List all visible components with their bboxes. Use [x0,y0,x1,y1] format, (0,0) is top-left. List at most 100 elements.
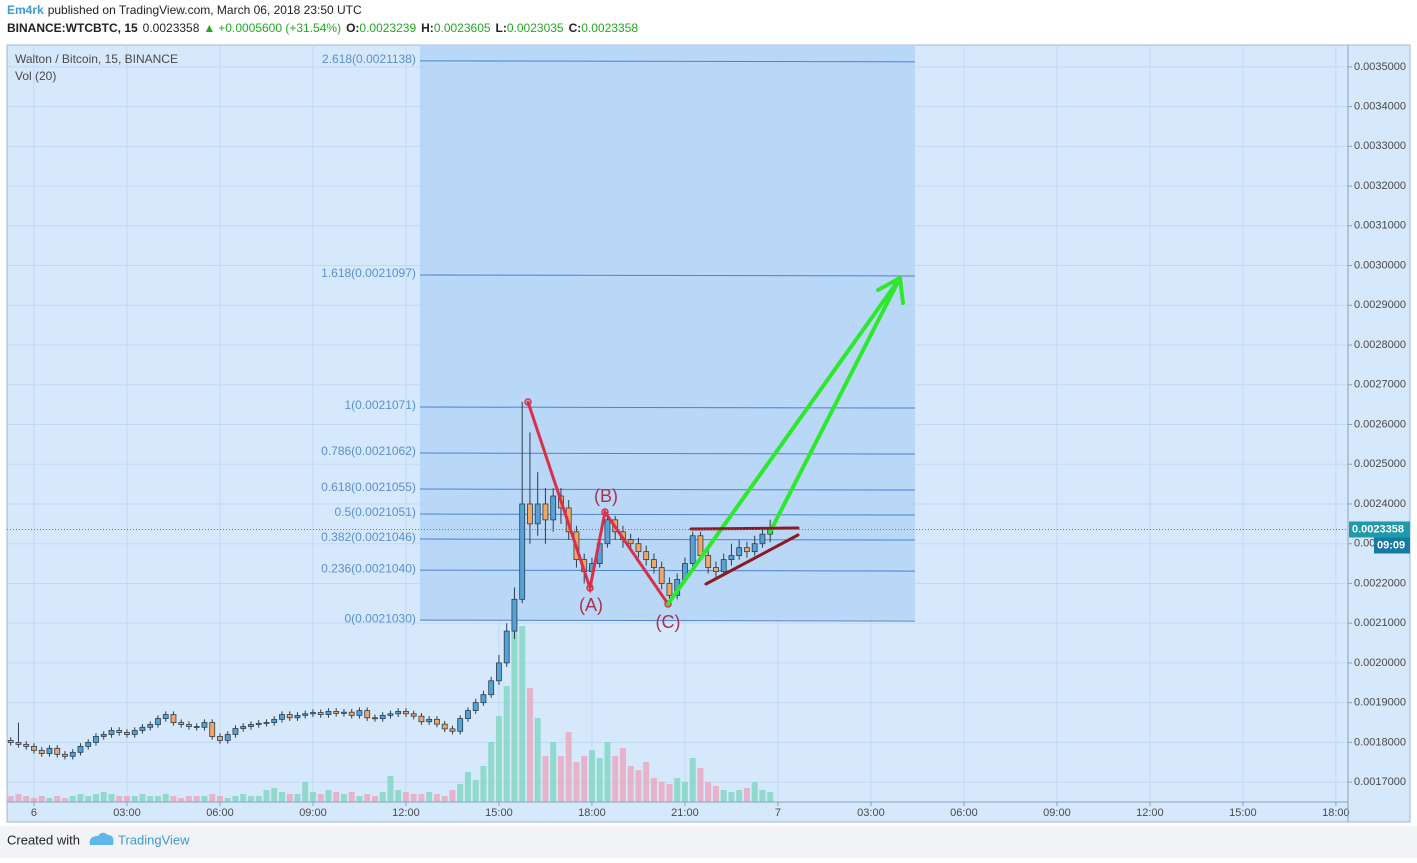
candle-body [77,745,84,753]
volume-bar [7,796,14,802]
fib-label: 0.5(0.0021051) [334,505,415,519]
candle-body [271,718,278,723]
fib-tool: 2.618(0.0021138) 1.618(0.0021097) 1(0.0021… [321,45,915,625]
ohlc-label: O: [346,21,359,35]
candle-body [511,598,518,632]
candle-body [627,539,634,545]
volume-bar [216,796,223,802]
volume-bar [604,742,611,802]
volume-bar [581,756,588,802]
candle-body [341,711,347,714]
y-tick-label: 0.0026000 [1354,418,1406,430]
volume-bar [356,796,363,802]
candle-body [751,543,758,553]
candle-body [434,718,440,725]
fib-label: 0.786(0.0021062) [321,444,416,458]
volume-bar [170,796,177,802]
volume-bar [193,796,200,802]
ohlc-label: C: [569,21,582,35]
candle-body [503,630,510,664]
candle-body [7,740,14,743]
y-tick-label: 0.0028000 [1354,339,1406,351]
y-tick-label: 0.0021000 [1354,617,1406,629]
candle-body [170,714,177,723]
candle-body [534,503,541,525]
volume-bar [759,790,766,802]
candle-body [38,749,45,754]
fib-level [419,274,915,277]
y-tick-label: 0.0025000 [1354,458,1406,470]
volume-bar [38,796,45,802]
wave-point [601,508,609,516]
volume-bar [480,766,487,802]
footer-brand[interactable]: TradingView [118,832,190,847]
logo [89,832,114,845]
volume-bar [61,798,68,802]
candle-body [279,714,285,720]
y-tick-label: 0.0027000 [1354,379,1406,391]
candle-body [542,503,549,521]
author[interactable]: Em4rk [7,3,44,17]
volume-bar [108,794,115,802]
candle-body [139,726,146,731]
volume-bar [131,796,138,802]
volume-bar [736,790,743,802]
y-tick-label: 0.0017000 [1354,776,1406,788]
candle-body [93,736,99,743]
x-tick-label: 21:00 [671,807,699,819]
up-arrow: ▲ [203,21,215,35]
x-tick-label: 15:00 [1229,807,1257,819]
published: published on TradingView.com, March 06, … [48,3,362,17]
wave-label: (B) [594,486,618,506]
x-tick-label: 06:00 [950,807,978,819]
volume-bar [147,796,154,802]
header-line: Em4rk published on TradingView.com, March… [7,3,362,17]
candle-body [449,728,456,732]
triangle-bottom [704,533,800,586]
volume-bar [348,792,355,802]
candle-body [472,702,479,712]
candle-body [348,711,355,716]
volume-bar [116,796,123,802]
wave-point [524,398,532,406]
x-tick-label: 12:00 [1136,807,1164,819]
chart-title: Walton / Bitcoin, 15, BINANCE [15,52,178,66]
candle-body [240,726,247,729]
candle-body [527,503,533,525]
candle-body [255,722,262,725]
projection-arrow [666,276,902,606]
candle-body [519,503,526,600]
volume-bar [503,686,510,802]
countdown-box [1374,537,1410,554]
candle-body [356,710,363,716]
axes: 6 03:00 06:00 09:00 12:00 15:00 18:00 21:00 7 03:… [7,45,1410,822]
candle-body [720,559,727,572]
candle-body [46,747,53,754]
fib-area [419,45,915,621]
volume-bar [364,794,371,802]
candle-body [550,495,557,521]
fib-level [419,488,915,491]
volume-bar [247,796,254,802]
candle-body [31,745,37,751]
candle-body [441,723,448,730]
volume-bar [240,794,247,802]
volume-bar [402,792,409,802]
x-tick-label: 12:00 [392,807,420,819]
ohlc-value: 0.0023605 [434,21,491,35]
y-tick-label: 0.0022000 [1354,577,1406,589]
candle-body [85,741,92,747]
volume-bar [23,796,30,802]
candle-body [302,713,309,716]
y-tick-label: 0.0035000 [1354,61,1406,73]
y-tick-label: 0.0018000 [1354,736,1406,748]
candle-body [651,559,657,568]
volume-bar [526,688,533,802]
candle-body [54,747,61,755]
volume-bar [488,742,495,802]
last-price-label: 0.0023358 [1352,523,1404,535]
fib-level [419,452,915,455]
volume-bar [519,626,526,802]
countdown-label: 09:09 [1377,539,1405,551]
